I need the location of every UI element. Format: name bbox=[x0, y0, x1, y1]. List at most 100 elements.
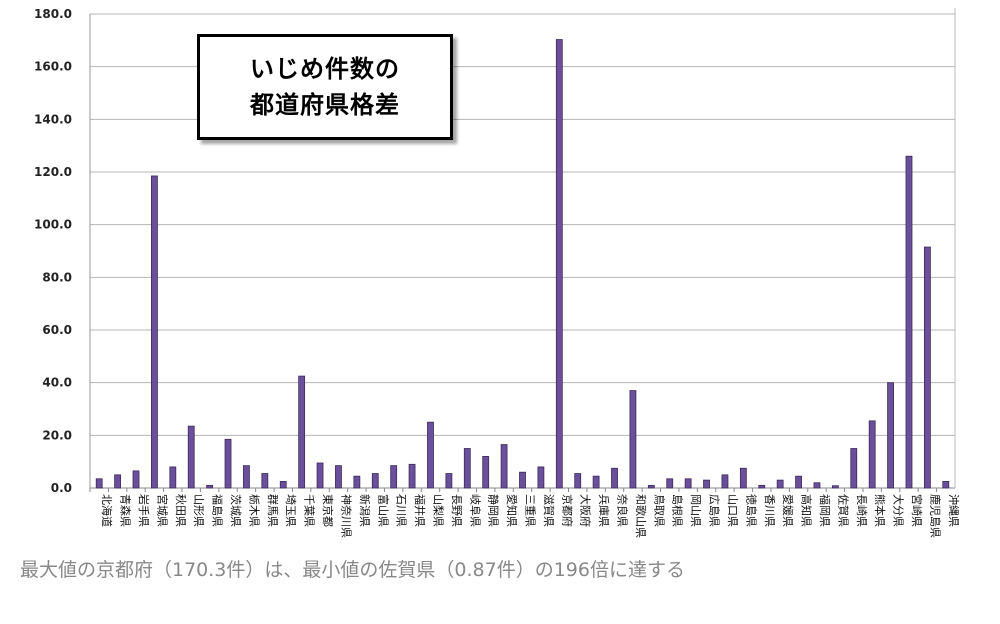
bar bbox=[169, 466, 177, 489]
bar bbox=[482, 455, 490, 489]
x-tick-label: 愛知県 bbox=[505, 494, 519, 527]
x-tick-label: 東京都 bbox=[321, 494, 335, 527]
x-tick-label: 北海道 bbox=[100, 494, 114, 527]
x-tick-label: 長崎県 bbox=[855, 494, 869, 527]
bar bbox=[887, 382, 894, 489]
bar bbox=[739, 467, 747, 489]
figure-caption: 最大値の京都府（170.3件）は、最小値の佐賀県（0.87件）の196倍に達する bbox=[20, 559, 685, 581]
bar bbox=[795, 475, 802, 489]
x-tick-label: 広島県 bbox=[708, 494, 722, 527]
bar bbox=[629, 390, 637, 489]
bar bbox=[684, 478, 692, 489]
bar bbox=[647, 484, 655, 489]
x-tick-label: 新潟県 bbox=[358, 494, 372, 527]
y-tick-label: 120.0 bbox=[34, 165, 72, 179]
y-tick-label: 0.0 bbox=[51, 481, 72, 495]
x-tick-label: 鳥取県 bbox=[652, 494, 666, 527]
x-tick-label: 高知県 bbox=[800, 494, 814, 527]
y-tick-label: 80.0 bbox=[42, 270, 72, 284]
x-tick-label: 静岡県 bbox=[487, 494, 501, 527]
x-tick-label: 岐阜県 bbox=[468, 494, 481, 527]
x-tick-label: 大分県 bbox=[892, 494, 906, 527]
x-tick-label: 兵庫県 bbox=[597, 494, 611, 527]
x-tick-label: 大阪府 bbox=[579, 494, 593, 527]
y-tick-label: 100.0 bbox=[34, 218, 72, 232]
x-tick-label: 山梨県 bbox=[431, 494, 445, 527]
bar bbox=[776, 479, 784, 489]
bar bbox=[666, 478, 674, 489]
x-tick-label: 京都府 bbox=[560, 494, 574, 527]
bar bbox=[813, 482, 821, 489]
x-tick-label: 福島県 bbox=[211, 494, 225, 527]
bar bbox=[611, 467, 618, 489]
bar bbox=[942, 481, 950, 489]
x-tick-label: 沖縄県 bbox=[947, 494, 961, 527]
chart-title-line-1: いじめ件数の bbox=[250, 55, 400, 83]
bar-chart: 0.0 20.0 40.0 60.0 80.0 100.0 120.0 140.0 160.0 1… bbox=[34, 7, 961, 538]
bar bbox=[335, 465, 342, 489]
x-tick-label: 石川県 bbox=[395, 494, 408, 527]
x-tick-label: 秋田県 bbox=[174, 494, 188, 527]
x-tick-label: 富山県 bbox=[376, 494, 390, 527]
bar bbox=[445, 473, 453, 489]
bar bbox=[463, 448, 471, 489]
y-tick-label: 160.0 bbox=[34, 60, 72, 74]
bar bbox=[224, 438, 232, 489]
bar bbox=[758, 484, 766, 489]
x-tick-label: 徳島県 bbox=[744, 494, 758, 527]
y-tick-label: 60.0 bbox=[42, 323, 72, 337]
x-tick-label: 三重県 bbox=[524, 494, 538, 527]
x-tick-label: 山口県 bbox=[726, 494, 739, 527]
y-tick-label: 140.0 bbox=[34, 112, 72, 126]
x-tick-label: 佐賀県 bbox=[836, 494, 850, 527]
x-tick-label: 宮崎県 bbox=[910, 494, 924, 527]
x-tick-label: 岩手県 bbox=[137, 494, 151, 527]
bar bbox=[371, 473, 379, 489]
bar bbox=[114, 474, 122, 489]
bar bbox=[703, 479, 710, 489]
bar bbox=[261, 473, 269, 489]
x-tick-label: 長野県 bbox=[450, 494, 463, 527]
x-tick-label: 青森県 bbox=[119, 494, 133, 527]
bar bbox=[427, 421, 434, 489]
x-tick-label: 宮城県 bbox=[155, 494, 169, 527]
x-tick-label: 栃木県 bbox=[247, 494, 261, 527]
x-tick-label: 滋賀県 bbox=[542, 494, 555, 527]
bar bbox=[95, 478, 103, 489]
bar bbox=[592, 475, 600, 489]
x-tick-label: 神奈川県 bbox=[339, 494, 353, 538]
bar bbox=[408, 463, 416, 489]
bar bbox=[353, 475, 361, 489]
bar bbox=[574, 473, 582, 489]
x-tick-label: 千葉県 bbox=[303, 494, 317, 527]
bar bbox=[721, 474, 729, 489]
bar bbox=[390, 465, 398, 489]
bar bbox=[243, 465, 250, 489]
y-tick-label: 40.0 bbox=[42, 376, 72, 390]
bar bbox=[905, 155, 913, 489]
x-tick-label: 山形県 bbox=[192, 494, 205, 527]
bar bbox=[923, 246, 931, 489]
bar bbox=[850, 448, 858, 489]
bar bbox=[279, 481, 287, 489]
x-tick-label: 埼玉県 bbox=[284, 494, 298, 527]
bar bbox=[500, 444, 508, 489]
x-tick-label: 群馬県 bbox=[266, 494, 280, 527]
x-tick-label: 岡山県 bbox=[689, 494, 702, 527]
bar bbox=[132, 470, 140, 489]
chart-title-box: いじめ件数の 都道府県格差 bbox=[197, 34, 453, 140]
x-tick-label: 茨城県 bbox=[229, 494, 243, 527]
bar bbox=[187, 425, 195, 489]
y-tick-label: 180.0 bbox=[34, 7, 72, 21]
x-tick-label: 島根県 bbox=[671, 494, 685, 527]
x-tick-label: 鹿児島県 bbox=[928, 494, 942, 538]
bar bbox=[298, 375, 306, 489]
bar bbox=[868, 420, 876, 489]
x-tick-label: 福岡県 bbox=[818, 494, 832, 527]
bar bbox=[831, 485, 839, 489]
bar bbox=[316, 462, 324, 489]
chart-area: 0.0 20.0 40.0 60.0 80.0 100.0 120.0 140.0 160.0 1… bbox=[34, 7, 961, 538]
bar bbox=[151, 175, 158, 489]
bar bbox=[206, 484, 214, 489]
x-tick-label: 奈良県 bbox=[616, 494, 630, 527]
